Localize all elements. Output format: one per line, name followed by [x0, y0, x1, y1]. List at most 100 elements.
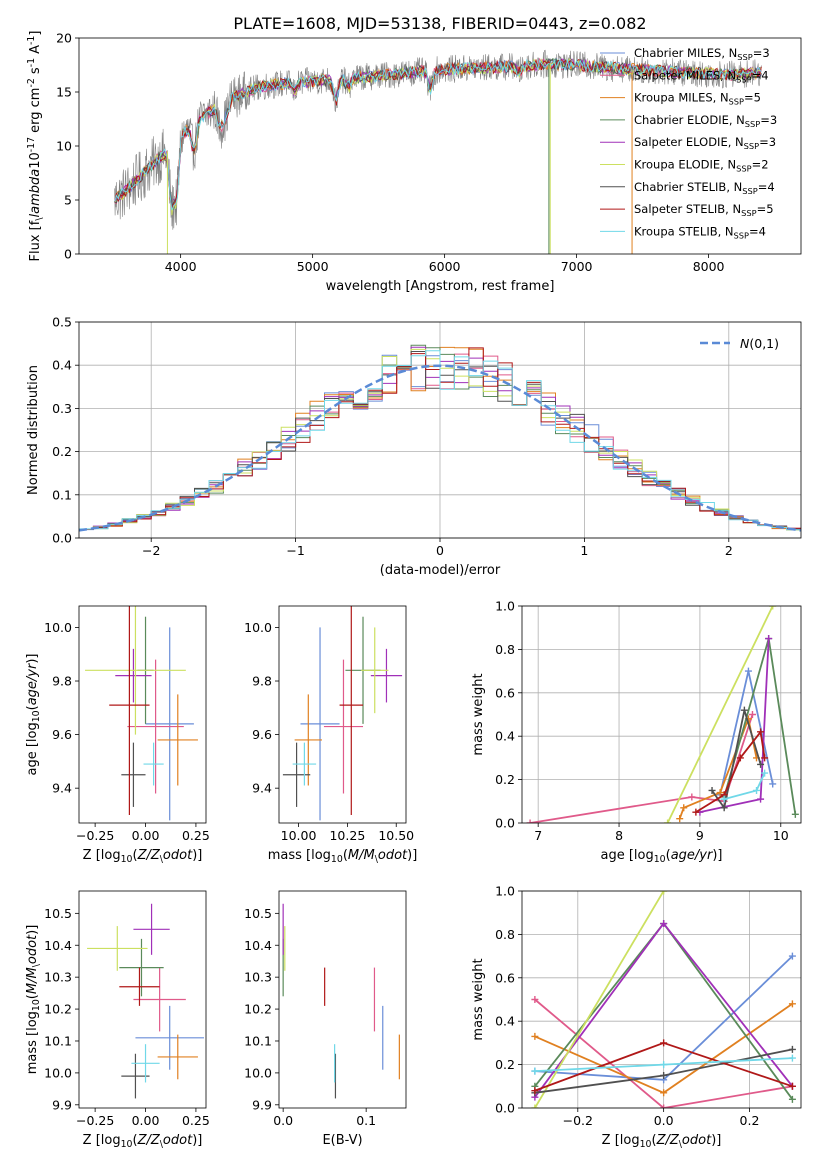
x-axis-label: age [log10​(age/yr)] — [600, 848, 722, 865]
x-tick-label: 0.0 — [273, 1113, 293, 1128]
panel-Z_weights: −0.2 0.0 0.2 0.0 0.2 0.4 0.6 0.8 1.0 Z [log10​(Z/… — [471, 884, 802, 1150]
x-tick-label: 4000 — [165, 259, 197, 274]
weight-marker — [660, 1061, 668, 1069]
y-tick-label: 9.9 — [52, 1097, 72, 1112]
weight-marker — [708, 786, 716, 794]
weight-marker — [660, 1104, 668, 1108]
y-axis-label: Normed distribution — [26, 365, 41, 495]
weight-marker — [788, 1082, 796, 1090]
weight-marker — [676, 815, 684, 823]
residual-legend: N(0,1) — [700, 336, 779, 351]
legend-label: Salpeter STELIB, NSSP​=5 — [634, 202, 774, 218]
weight-marker — [660, 1039, 668, 1047]
weight-marker — [769, 780, 777, 788]
axes-frame — [278, 605, 407, 824]
x-axis-label: mass [log10​(M/M\​odot)] — [268, 848, 418, 865]
y-tick-label: 10.5 — [44, 906, 72, 921]
weight-marker — [720, 795, 728, 803]
y-tick-label: 10.0 — [44, 620, 72, 635]
x-tick-label: −0.25 — [76, 1113, 114, 1128]
y-tick-label: 0.2 — [495, 772, 515, 787]
x-tick-label: 9 — [696, 828, 704, 843]
weight-marker — [680, 804, 688, 812]
weight-marker — [757, 760, 765, 768]
y-tick-label: 10.4 — [44, 938, 72, 953]
legend-label: Salpeter ELODIE, NSSP​=3 — [634, 135, 776, 151]
weight-marker — [761, 754, 769, 762]
legend-label: Salpeter MILES, NSSP​=4 — [634, 68, 769, 84]
y-axis-label: Flux [f\​lambda10-17​ erg cm-2​ s-1​ A-1… — [26, 31, 45, 262]
x-tick-label: 0.25 — [182, 828, 210, 843]
plot-area-mass_age — [282, 606, 403, 821]
panel-spectrum: 4000 5000 6000 7000 8000 0 5 10 15 20 wavelength [… — [26, 31, 802, 294]
plot-area-Z_weights — [531, 891, 796, 1108]
panel-residuals: −2 −1 0 1 2 0.0 0.1 0.2 0.3 0.4 0.5 (data-model)/er… — [26, 315, 802, 578]
x-axis-label: (data-model)/error — [380, 563, 501, 578]
y-tick-label: 10.1 — [244, 1033, 272, 1048]
y-tick-label: 10.5 — [244, 906, 272, 921]
model-spectrum — [114, 57, 762, 207]
y-axis-label: mass weight — [471, 958, 486, 1040]
y-tick-label: 20 — [56, 31, 72, 46]
y-tick-label: 0.6 — [495, 685, 515, 700]
x-tick-label: 2 — [725, 543, 733, 558]
x-tick-label: 7 — [534, 828, 542, 843]
x-tick-label: 1 — [580, 543, 588, 558]
y-tick-label: 0.4 — [495, 729, 515, 744]
y-tick-label: 0.2 — [52, 444, 72, 459]
panel-Z_age: −0.25 0.00 0.25 9.4 9.6 9.8 10.0 Z [log10​(Z/Z\… — [25, 605, 210, 865]
weight-marker — [736, 754, 744, 762]
plot-area-residuals — [79, 344, 801, 532]
weight-marker — [531, 1067, 539, 1075]
x-tick-label: 10.25 — [329, 828, 365, 843]
x-tick-label: 10.50 — [378, 828, 414, 843]
axes-frame — [521, 605, 802, 824]
panel-Z_mass: −0.25 0.00 0.25 9.9 10.0 10.1 10.2 10.3 10.4 10.5… — [25, 890, 210, 1150]
axes-frame — [78, 321, 802, 539]
y-tick-label: 0.3 — [52, 401, 72, 416]
x-tick-label: 10.00 — [281, 828, 317, 843]
y-tick-label: 0.5 — [52, 315, 72, 330]
x-tick-label: 0 — [436, 543, 444, 558]
axes-frame — [521, 890, 802, 1109]
y-tick-label: 0.0 — [495, 1101, 515, 1116]
weight-marker — [660, 1071, 668, 1079]
weight-marker — [531, 1087, 539, 1095]
weight-marker — [757, 728, 765, 736]
weight-marker — [720, 804, 728, 812]
spectrum-legend: Chabrier MILES, NSSP​=3 Salpeter MILES, N… — [600, 46, 777, 240]
y-tick-label: 0.2 — [495, 1057, 515, 1072]
x-tick-label: 5000 — [297, 259, 329, 274]
weight-line — [678, 715, 758, 820]
weight-marker — [748, 711, 756, 718]
model-spectrum — [114, 58, 762, 211]
weight-marker — [664, 819, 672, 823]
y-tick-label: 9.8 — [252, 674, 272, 689]
y-tick-label: 0.0 — [495, 816, 515, 831]
x-tick-label: 0.1 — [356, 1113, 376, 1128]
y-tick-label: 1.0 — [495, 599, 515, 614]
x-tick-label: 10 — [773, 828, 789, 843]
y-tick-label: 0.4 — [52, 358, 72, 373]
plot-area-Z_age — [85, 606, 198, 821]
weight-marker — [765, 635, 773, 643]
y-axis-label: mass [log10​(M/M\​odot)] — [25, 925, 42, 1075]
y-tick-label: 0.6 — [495, 970, 515, 985]
legend-label: Chabrier STELIB, NSSP​=4 — [634, 180, 775, 196]
y-tick-label: 10.0 — [44, 1065, 72, 1080]
axes-frame — [278, 890, 407, 1109]
weight-marker — [531, 1104, 539, 1108]
y-tick-label: 10.0 — [244, 620, 272, 635]
weight-marker — [692, 808, 700, 816]
weight-line — [534, 891, 665, 1108]
weight-marker — [531, 996, 539, 1003]
y-axis-label: mass weight — [471, 673, 486, 755]
weight-marker — [660, 891, 668, 895]
plot-area-EBV_mass — [282, 903, 400, 1099]
y-tick-label: 10.4 — [244, 938, 272, 953]
y-tick-label: 10.2 — [44, 1002, 72, 1017]
x-tick-label: −0.2 — [563, 1113, 593, 1128]
residual-histogram — [79, 350, 801, 531]
weight-marker — [753, 786, 761, 794]
x-tick-label: −2 — [142, 543, 160, 558]
